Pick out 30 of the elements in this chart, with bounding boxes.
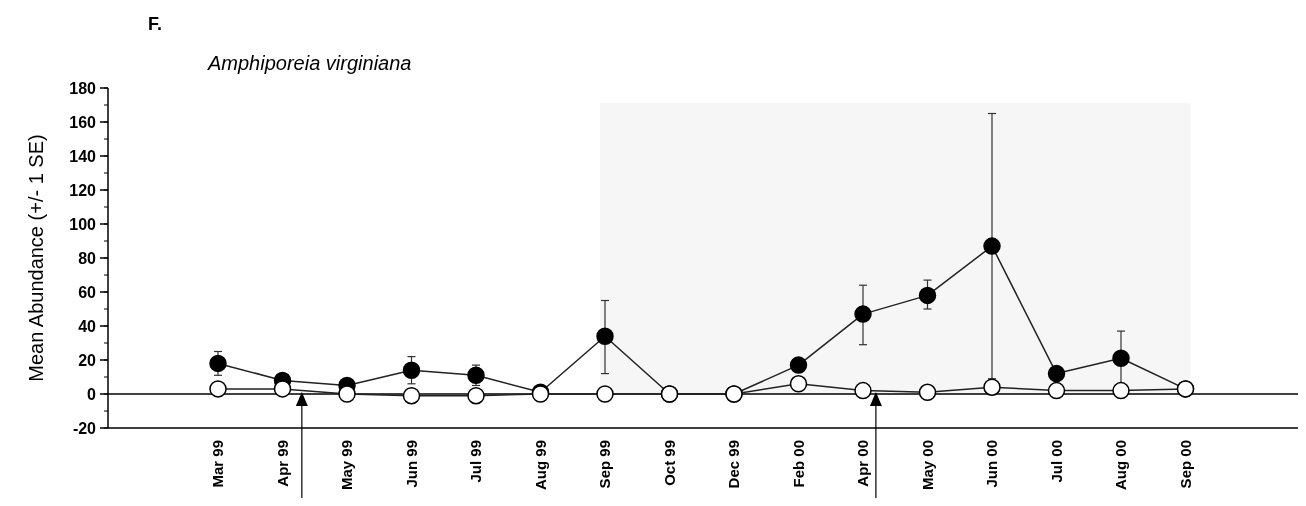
- x-tick-label: Jul 00: [1047, 440, 1065, 483]
- x-tick-label: Jun 99: [402, 440, 420, 488]
- x-tick-label: Mar 99: [209, 440, 227, 488]
- text: F.: [148, 14, 163, 34]
- x-tick-label: Dec 99: [725, 440, 743, 489]
- y-tick-label: 80: [78, 249, 97, 267]
- y-tick-label: 20: [78, 351, 97, 369]
- chart-title: Amphiporeia virginiana: [207, 52, 412, 74]
- x-tick-label: Oct 99: [660, 440, 678, 486]
- y-tick-label: 180: [69, 79, 97, 97]
- y-tick-label: 140: [69, 147, 97, 165]
- x-tick-label: Aug 00: [1112, 440, 1130, 491]
- x-tick-label: Aug 99: [531, 440, 549, 491]
- x-tick-label: Jun 00: [983, 440, 1001, 488]
- y-tick-label: 120: [69, 181, 97, 199]
- y-tick-label: 40: [78, 317, 97, 335]
- x-tick-label: Apr 99: [273, 440, 291, 487]
- y-tick-label: 0: [87, 385, 97, 403]
- y-tick-label: 100: [69, 215, 97, 233]
- x-tick-label: Apr 00: [854, 440, 872, 487]
- x-tick-label: May 00: [918, 440, 936, 491]
- y-tick-label: -20: [72, 419, 97, 437]
- x-tick-label: Sep 99: [596, 440, 614, 489]
- y-tick-label: 60: [78, 283, 97, 301]
- x-tick-label: Feb 00: [789, 440, 807, 488]
- y-tick-label: 160: [69, 113, 97, 131]
- x-tick-label: Sep 00: [1176, 440, 1194, 489]
- x-tick-label: Jul 99: [467, 440, 485, 483]
- x-tick-label: May 99: [338, 440, 356, 491]
- y-axis-title: Mean Abundance (+/- 1 SE): [25, 134, 47, 382]
